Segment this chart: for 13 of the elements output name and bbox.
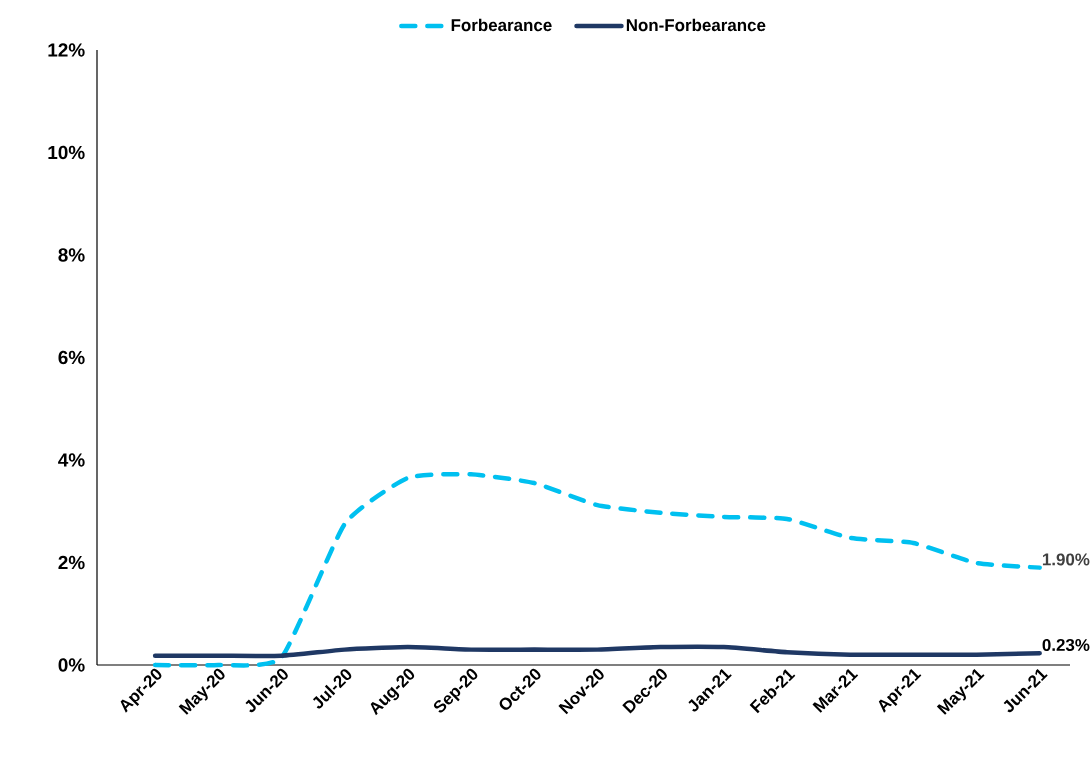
y-tick-label: 10%: [48, 145, 85, 160]
legend-label: Non-Forbearance: [626, 18, 766, 32]
y-tick-label: 0%: [58, 658, 85, 672]
data-label: 1.90%: [1042, 553, 1090, 566]
y-tick-label: 6%: [58, 350, 85, 365]
y-tick-label: 12%: [48, 43, 85, 57]
line-series: [152, 644, 1042, 659]
y-tick-label: 2%: [58, 555, 85, 570]
y-tick-label: 4%: [58, 453, 85, 467]
y-tick-label: 8%: [58, 248, 85, 262]
legend-label: Forbearance: [451, 18, 552, 32]
data-label: 0.23%: [1042, 638, 1090, 652]
line-series: [152, 471, 1042, 668]
